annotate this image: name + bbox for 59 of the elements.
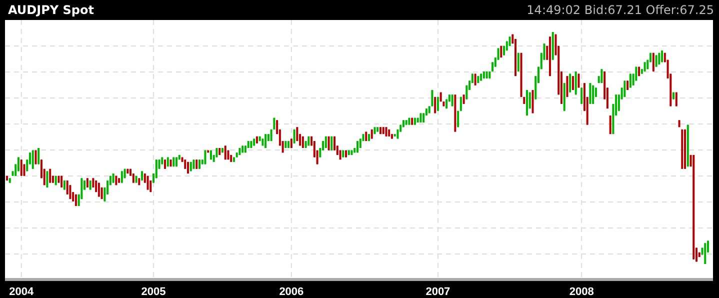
candlestick	[385, 126, 388, 137]
candlestick	[508, 36, 511, 46]
candlestick	[652, 52, 654, 72]
candlestick	[141, 170, 144, 181]
candlestick	[592, 84, 594, 104]
candlestick	[112, 173, 114, 184]
candlestick	[146, 175, 149, 190]
candlestick	[330, 136, 333, 151]
candlestick	[422, 112, 425, 123]
candlestick	[32, 150, 34, 170]
x-tick-label: 2005	[141, 286, 166, 298]
candlestick	[572, 76, 574, 90]
candlestick	[704, 242, 706, 264]
candlestick	[192, 159, 195, 170]
candlestick	[566, 76, 568, 98]
candlestick	[420, 112, 422, 123]
candlestick	[334, 136, 336, 151]
candlestick	[120, 170, 123, 184]
candlestick	[466, 84, 468, 100]
candlestick	[462, 94, 465, 104]
x-tick-label: 2006	[279, 286, 304, 298]
chart-subtitle: 14:49:02 Bid:67.21 Offer:67.25	[526, 3, 714, 17]
candlestick	[624, 80, 626, 98]
candlestick	[644, 62, 646, 72]
candlestick	[66, 180, 68, 195]
candlestick	[492, 62, 494, 72]
candlestick	[589, 82, 592, 104]
candlestick	[86, 178, 88, 188]
candlestick	[46, 170, 48, 188]
x-tick-label: 2007	[426, 286, 450, 298]
candlestick	[216, 148, 218, 158]
candlestick	[92, 178, 94, 188]
candlestick	[580, 87, 583, 104]
candlestick	[20, 159, 22, 176]
candlestick	[431, 90, 434, 107]
candlestick	[655, 54, 658, 68]
candlestick	[296, 126, 298, 142]
chart-title: AUDJPY Spot	[8, 3, 94, 17]
candlestick	[460, 96, 462, 112]
candlestick	[69, 184, 72, 200]
candlestick	[517, 52, 520, 72]
candlestick	[609, 115, 612, 135]
candlestick	[264, 134, 267, 148]
candlestick	[184, 159, 186, 170]
candlestick	[293, 128, 296, 144]
x-tick-label: 2008	[569, 286, 594, 298]
candlestick	[224, 145, 226, 160]
candlestick	[23, 164, 26, 176]
candlestick	[132, 173, 134, 184]
candlestick	[436, 96, 439, 112]
candlestick	[196, 159, 198, 170]
candlestick	[38, 148, 40, 165]
x-tick-label: 2004	[9, 286, 34, 298]
candlestick	[328, 136, 330, 151]
candlestick	[155, 159, 158, 179]
candlestick	[532, 90, 534, 114]
candlestick	[569, 73, 572, 93]
candlestick	[600, 68, 603, 84]
candlestick	[49, 168, 52, 184]
